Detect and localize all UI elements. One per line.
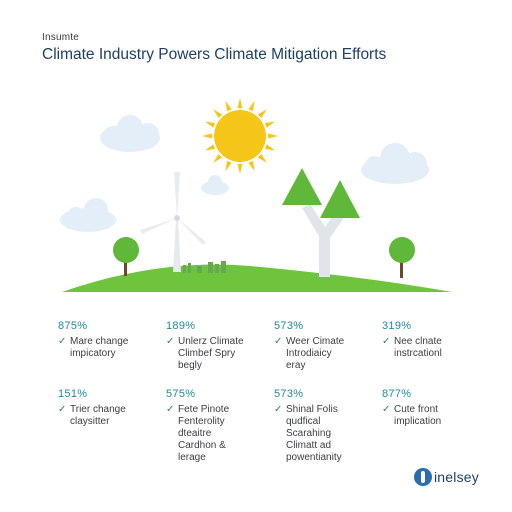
stat-item: 573% ✓ Weer Cimate Introdiaicy eray	[274, 320, 384, 372]
stat-value: 573%	[274, 320, 304, 332]
stat-item: 573% ✓ Shinal Folis qudfical Scarahing Cl…	[274, 388, 384, 464]
stat-item: 877% ✓ Cute front implication	[382, 388, 492, 428]
eyebrow-label: Insumte	[42, 32, 79, 43]
brand-logo: inelsey	[414, 468, 479, 486]
stat-text: Fete Pinote Fenterolity dteaitre Cardhon…	[178, 404, 230, 463]
check-icon: ✓	[58, 336, 67, 347]
check-icon: ✓	[166, 336, 175, 347]
stat-value: 877%	[382, 388, 412, 400]
stat-item: 319% ✓ Nee clnate instrcationl	[382, 320, 492, 360]
stat-text: Mare change impicatory	[70, 336, 129, 359]
stat-text: Unlerz Climate Climbef Spry begly	[178, 336, 244, 371]
stat-value: 575%	[166, 388, 196, 400]
brand-logo-icon	[414, 468, 432, 486]
stat-text: Cute front implication	[394, 404, 442, 427]
stat-text: Shinal Folis qudfical Scarahing Climatt …	[286, 404, 342, 463]
stat-value: 189%	[166, 320, 196, 332]
stat-item: 189% ✓ Unlerz Climate Climbef Spry begly	[166, 320, 276, 372]
stat-value: 151%	[58, 388, 88, 400]
brand-name: inelsey	[434, 469, 479, 485]
tree-icon	[113, 237, 139, 276]
stat-text: Weer Cimate Introdiaicy eray	[286, 336, 345, 371]
tree-icon	[282, 168, 360, 218]
cloud-icon	[100, 115, 160, 152]
stat-item: 575% ✓ Fete Pinote Fenterolity dteaitre C…	[166, 388, 276, 464]
stat-value: 319%	[382, 320, 412, 332]
check-icon: ✓	[166, 404, 175, 415]
cloud-icon	[201, 175, 229, 195]
stat-text: Nee clnate instrcationl	[394, 336, 442, 359]
stat-item: 875% ✓ Mare change impicatory	[58, 320, 168, 360]
cloud-icon	[361, 143, 429, 184]
tree-icon	[389, 237, 415, 278]
page-title: Climate Industry Powers Climate Mitigati…	[42, 46, 387, 63]
stat-item: 151% ✓ Trier change claysitter	[58, 388, 168, 428]
stat-value: 875%	[58, 320, 88, 332]
wind-turbine-icon	[140, 172, 206, 272]
check-icon: ✓	[274, 404, 283, 415]
check-icon: ✓	[382, 404, 391, 415]
sun-icon	[202, 98, 278, 174]
check-icon: ✓	[382, 336, 391, 347]
stat-value: 573%	[274, 388, 304, 400]
climate-illustration	[60, 98, 452, 292]
cloud-icon	[60, 198, 116, 232]
buildings	[183, 261, 226, 273]
check-icon: ✓	[274, 336, 283, 347]
stat-text: Trier change claysitter	[70, 404, 126, 427]
check-icon: ✓	[58, 404, 67, 415]
green-hill	[62, 264, 452, 292]
